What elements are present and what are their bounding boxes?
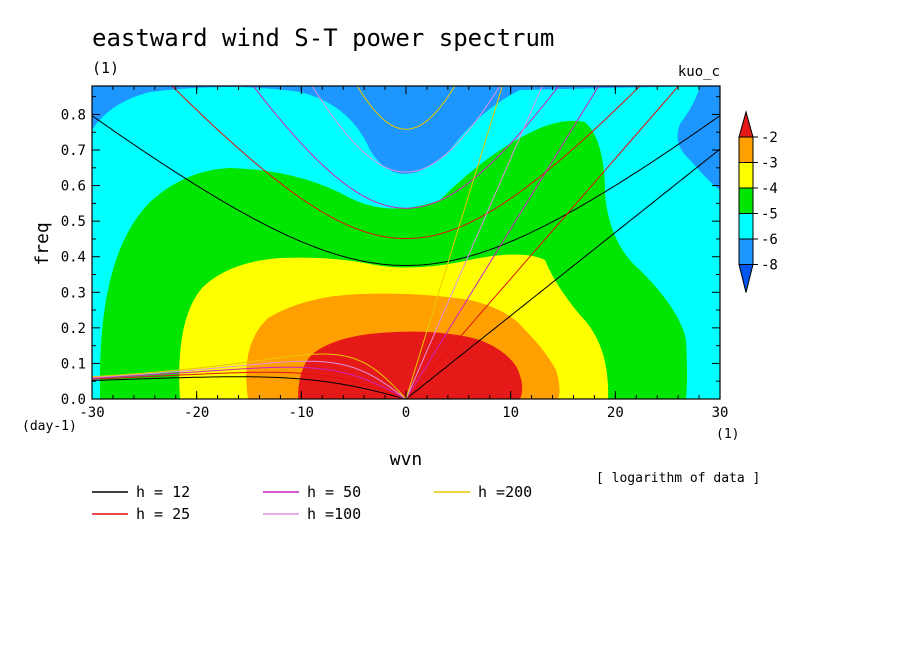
colorbar: -2 -3 -4 -5 -6 -8 [738, 110, 778, 293]
curve-inertia-gravity-h25 [171, 86, 641, 240]
colorbar-label: -5 [761, 207, 778, 223]
curve-kelvin-h200 [405, 86, 503, 399]
legend: h = 12 h = 25 h = 50 h =100 h =200 [92, 483, 532, 523]
chart-subtitle-right: kuo_c [678, 64, 720, 80]
curve-kelvin-h12 [405, 148, 720, 399]
dispersion-curves [92, 86, 720, 399]
y-axis: 0.0 0.1 0.2 0.3 0.4 0.5 0.6 0.7 0.8 [61, 96, 720, 408]
x-tick-label: -10 [289, 405, 314, 421]
colorbar-label: -3 [761, 156, 778, 172]
colorbar-segment [738, 213, 754, 240]
x-axis: -30 -20 -10 0 10 20 30 [79, 86, 728, 421]
curve-rossby-h100 [92, 360, 407, 399]
curve-kelvin-h50 [405, 86, 600, 399]
curve-inertia-gravity-h12 [92, 115, 720, 266]
y-tick-label: 0.1 [61, 356, 86, 372]
legend-label: h = 25 [136, 505, 190, 523]
y-tick-label: 0.0 [61, 392, 86, 408]
colorbar-label: -6 [761, 232, 778, 248]
y-tick-label: 0.7 [61, 143, 86, 159]
y-axis-label: freq [32, 222, 53, 265]
legend-label: h = 50 [307, 483, 361, 501]
curve-rossby-h25 [92, 371, 407, 399]
x-tick-label: -30 [79, 405, 104, 421]
curve-kelvin-h100 [405, 86, 543, 399]
colorbar-label: -4 [761, 181, 778, 197]
legend-label: h =200 [478, 483, 532, 501]
curve-inertia-gravity-h200 [356, 86, 456, 130]
colorbar-segment [738, 238, 754, 265]
contour-level-red [298, 331, 523, 399]
colorbar-bottom-arrow [738, 264, 754, 293]
x-axis-label: wvn [390, 449, 423, 470]
y-tick-label: 0.5 [61, 214, 86, 230]
legend-label: h = 12 [136, 483, 190, 501]
curve-inertia-gravity-h50 [252, 86, 560, 209]
colorbar-label: -8 [761, 258, 778, 274]
colorbar-top-arrow [738, 110, 754, 138]
y-tick-label: 0.6 [61, 179, 86, 195]
y-tick-label: 0.3 [61, 285, 86, 301]
colorbar-label: -2 [761, 130, 778, 146]
y-tick-label: 0.4 [61, 250, 86, 266]
curve-kelvin-h25 [405, 86, 680, 399]
chart-title: eastward wind S-T power spectrum [92, 24, 554, 52]
y-tick-label: 0.2 [61, 321, 86, 337]
chart-subtitle-left: (1) [92, 59, 119, 77]
x-tick-label: 20 [607, 405, 624, 421]
colorbar-segment [738, 136, 754, 163]
curve-inertia-gravity-h100 [311, 86, 501, 173]
x-tick-label: -20 [184, 405, 209, 421]
x-unit-label: (1) [716, 427, 739, 442]
x-tick-label: 0 [402, 405, 410, 421]
y-unit-label: (day-1) [22, 419, 77, 434]
colorbar-segment [738, 187, 754, 214]
curve-rossby-h12 [92, 376, 407, 399]
y-tick-label: 0.8 [61, 107, 86, 123]
data-note: [ logarithm of data ] [596, 471, 760, 486]
curve-rossby-h200 [92, 353, 407, 399]
legend-label: h =100 [307, 505, 361, 523]
x-tick-label: 10 [502, 405, 519, 421]
x-tick-label: 30 [712, 405, 729, 421]
plot-area [92, 86, 720, 399]
curve-rossby-h50 [92, 366, 407, 399]
colorbar-segment [738, 162, 754, 189]
